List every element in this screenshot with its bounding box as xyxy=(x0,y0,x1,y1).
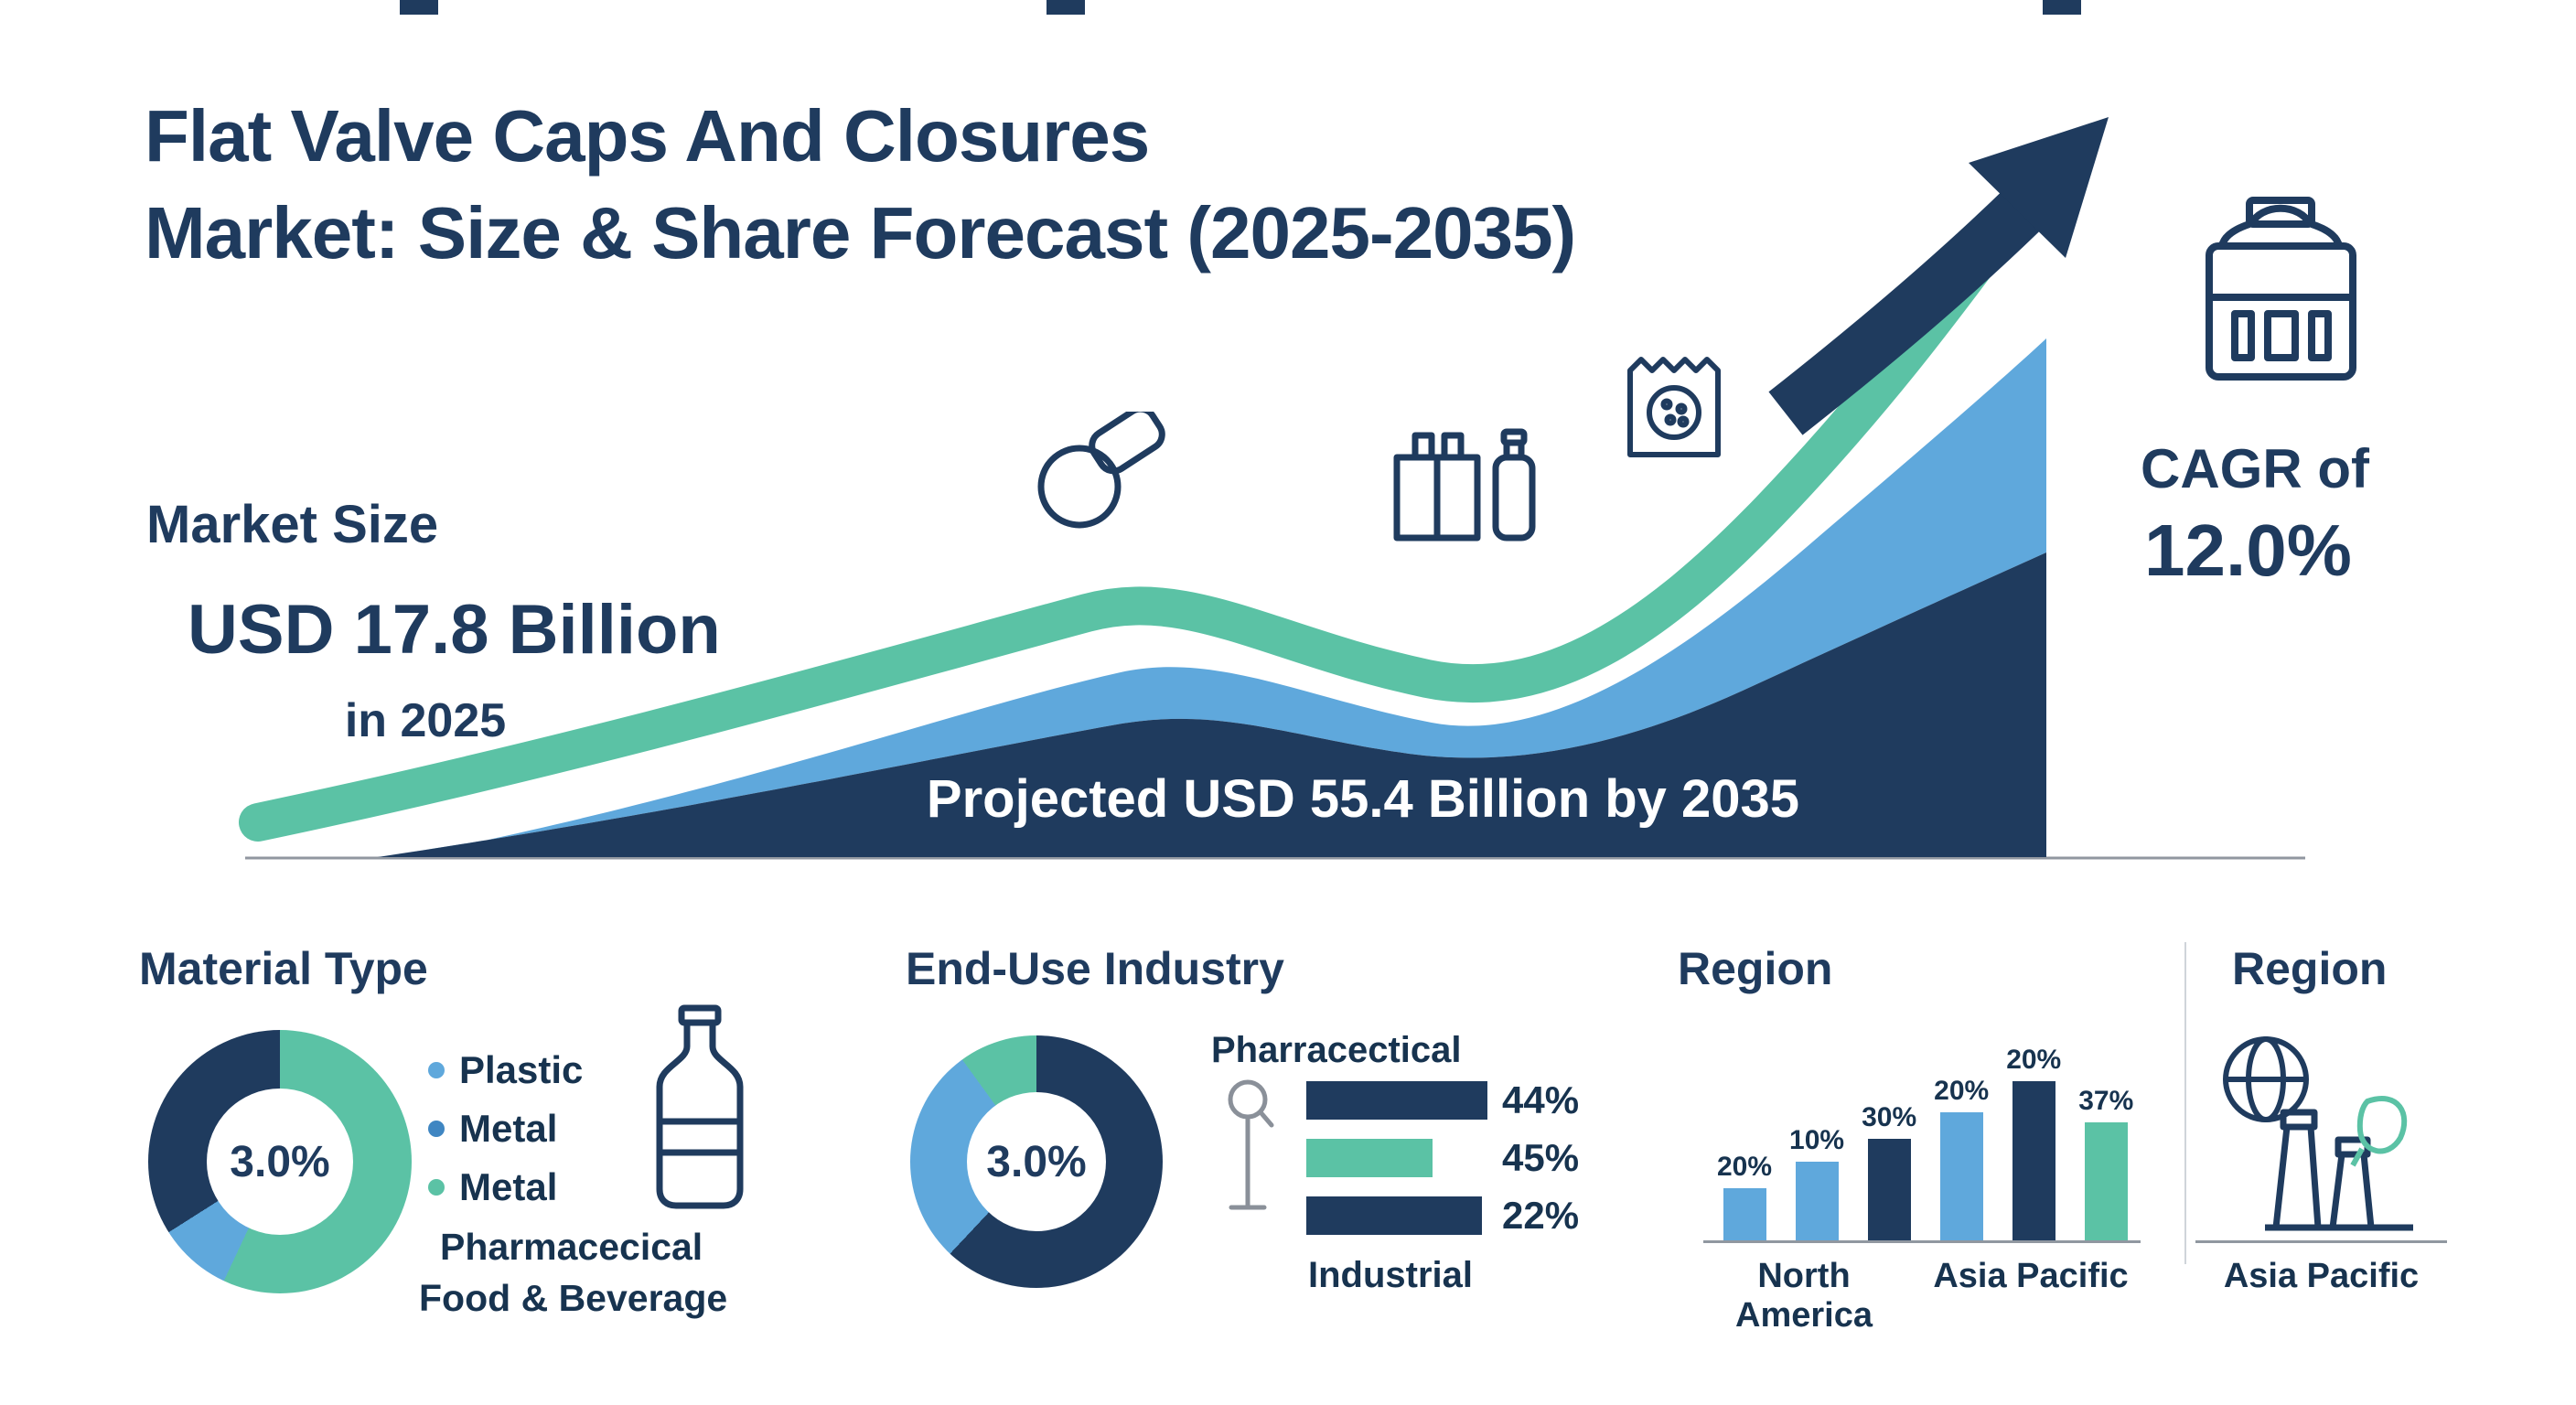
globe-icon xyxy=(2223,1036,2309,1122)
top-tick xyxy=(1046,0,1085,15)
region-bar-group: 20% xyxy=(1934,1076,1989,1240)
region-bar-label: 20% xyxy=(1934,1076,1990,1106)
region-bar xyxy=(1795,1162,1839,1240)
end-use-bar-row: 45% xyxy=(1306,1139,1599,1177)
cagr-value: 12.0% xyxy=(2144,509,2352,591)
material-type-heading: Material Type xyxy=(139,943,428,994)
region-x-label-ap: Asia Pacific xyxy=(1933,1257,2129,1295)
end-use-donut: 3.0% xyxy=(910,1035,1163,1288)
growth-arrow-shaft xyxy=(1768,188,2043,435)
end-use-top-label: Pharracectical xyxy=(1211,1030,1462,1070)
section-divider xyxy=(2184,942,2186,1264)
material-type-donut-center: 3.0% xyxy=(207,1089,353,1235)
growth-ribbon-teal xyxy=(239,217,2016,842)
region-bar-label: 37% xyxy=(2078,1086,2134,1116)
material-type-legend: Plastic Metal Metal xyxy=(428,1048,583,1208)
packaging-crate-icon xyxy=(2206,197,2356,381)
end-use-heading: End-Use Industry xyxy=(906,943,1284,994)
region-bar-group: 30% xyxy=(1862,1102,1916,1240)
legend-label: Plastic xyxy=(459,1048,584,1091)
growth-arrow-head xyxy=(1969,117,2109,258)
top-tick xyxy=(400,0,438,15)
region-bar xyxy=(1867,1139,1911,1240)
region-bar-group: 10% xyxy=(1789,1125,1844,1240)
end-use-bars: 44% 45% 22% xyxy=(1306,1081,1599,1235)
region-bar xyxy=(2084,1122,2128,1240)
region-bar xyxy=(1723,1188,1766,1240)
page-title-line2: Market: Size & Share Forecast (2025-2035… xyxy=(145,191,1576,273)
material-type-donut: 3.0% xyxy=(148,1030,412,1293)
legend-dot xyxy=(428,1179,445,1196)
material-type-footnote-2: Food & Beverage xyxy=(419,1277,728,1319)
end-use-bar-value: 44% xyxy=(1502,1078,1580,1121)
top-tick xyxy=(2043,0,2081,15)
end-use-bar-row: 22% xyxy=(1306,1196,1599,1235)
region-bar xyxy=(1939,1112,1983,1240)
region-profile-heading: Region xyxy=(2232,943,2388,994)
growth-area-navy xyxy=(378,552,2046,857)
factory-leaf-icon xyxy=(2265,1096,2413,1231)
region-bar-group: 20% xyxy=(1717,1152,1772,1240)
bottle-cap-icon xyxy=(1037,412,1165,529)
region-chart-heading: Region xyxy=(1678,943,1833,994)
legend-dot xyxy=(428,1121,445,1137)
shopping-bag-bottle-icon xyxy=(1393,428,1536,542)
end-use-bar-row: 44% xyxy=(1306,1081,1599,1120)
region-bar-label: 20% xyxy=(2006,1045,2062,1075)
market-size-value: USD 17.8 Billion xyxy=(188,591,721,669)
region-bar-group: 37% xyxy=(2078,1086,2133,1240)
end-use-donut-center: 3.0% xyxy=(967,1092,1106,1231)
region-bar-label: 30% xyxy=(1862,1102,1917,1132)
end-use-bar xyxy=(1306,1139,1433,1177)
market-size-label: Market Size xyxy=(146,495,439,554)
region-bar-label: 10% xyxy=(1789,1125,1845,1155)
snack-pouch-icon xyxy=(1627,357,1721,457)
region-axis-line xyxy=(1703,1240,2141,1243)
magnifier-stand-icon xyxy=(1228,1079,1274,1210)
end-use-bar-value: 22% xyxy=(1502,1194,1580,1237)
market-size-period: in 2025 xyxy=(344,694,507,747)
region-bar-label: 20% xyxy=(1717,1152,1773,1182)
region-bar xyxy=(2012,1081,2055,1240)
end-use-bottom-label: Industrial xyxy=(1308,1255,1474,1295)
region-profile-label: Asia Pacific xyxy=(2223,1257,2420,1295)
legend-item: Metal xyxy=(428,1165,583,1208)
cagr-label: CAGR of xyxy=(2141,438,2369,499)
end-use-bar xyxy=(1306,1081,1487,1120)
legend-dot xyxy=(428,1062,445,1078)
bottle-icon xyxy=(656,1004,744,1209)
region-x-label-na: North America xyxy=(1735,1257,1873,1335)
page-title-line1: Flat Valve Caps And Closures xyxy=(145,95,1150,177)
end-use-bar-value: 45% xyxy=(1502,1136,1580,1179)
region-bars: 20% 10% 30% 20% 20% 37% xyxy=(1717,1045,2133,1240)
projection-text: Projected USD 55.4 Billion by 2035 xyxy=(926,769,1800,829)
end-use-bar xyxy=(1306,1196,1482,1235)
growth-area-blue xyxy=(378,338,2046,857)
legend-label: Metal xyxy=(459,1165,558,1208)
material-type-footnote-1: Pharmacecical xyxy=(440,1226,703,1268)
region-bar-group: 20% xyxy=(2006,1045,2061,1240)
legend-item: Plastic xyxy=(428,1048,583,1091)
legend-item: Metal xyxy=(428,1107,583,1150)
region-profile-axis-line xyxy=(2195,1240,2447,1243)
legend-label: Metal xyxy=(459,1107,558,1150)
page-title: Flat Valve Caps And Closures Market: Siz… xyxy=(145,88,1576,281)
